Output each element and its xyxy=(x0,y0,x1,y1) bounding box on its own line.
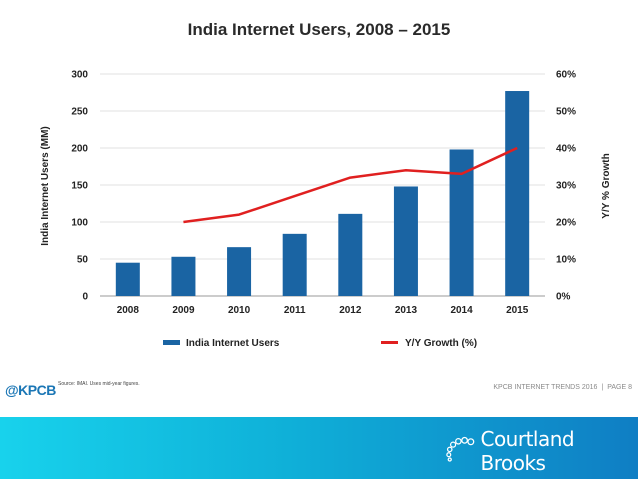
y2-tick-label: 20% xyxy=(556,218,576,229)
bar-series xyxy=(115,91,530,297)
line-series xyxy=(183,146,518,224)
dot-arc-logo-icon xyxy=(446,436,475,462)
x-tick-label: 2012 xyxy=(339,305,362,316)
bar xyxy=(505,91,530,297)
legend-line-label: Y/Y Growth (%) xyxy=(405,338,477,349)
x-tick-label: 2010 xyxy=(228,305,251,316)
bar xyxy=(227,247,252,296)
page-footer: KPCB INTERNET TRENDS 2016 | PAGE 8 xyxy=(493,384,632,391)
bar xyxy=(393,186,418,296)
bar xyxy=(449,149,474,296)
report-name: KPCB INTERNET TRENDS 2016 xyxy=(493,384,598,391)
courtland-brooks-brand: Courtland Brooks xyxy=(444,427,638,475)
x-tick-label: 2009 xyxy=(172,305,195,316)
x-axis-ticks: 2008 2009 2010 2011 2012 2013 2014 2015 xyxy=(117,305,529,316)
y2-tick-label: 40% xyxy=(556,144,576,155)
legend: India Internet Users Y/Y Growth (%) xyxy=(163,338,477,349)
bar xyxy=(115,262,140,296)
source-note: Source: IMAI. Uses mid-year figures. xyxy=(58,381,140,387)
y-axis-ticks: 0 50 100 150 200 250 300 xyxy=(71,70,88,303)
brand-banner xyxy=(0,417,638,479)
y2-axis-label: Y/Y % Growth xyxy=(601,153,612,218)
x-tick-label: 2014 xyxy=(450,305,473,316)
y-tick-label: 100 xyxy=(71,218,88,229)
brand-name: Courtland Brooks xyxy=(480,427,575,475)
y2-tick-label: 60% xyxy=(556,70,576,81)
bar xyxy=(338,213,363,296)
x-tick-label: 2008 xyxy=(117,305,140,316)
y2-tick-label: 30% xyxy=(556,181,576,192)
y-tick-label: 150 xyxy=(71,181,88,192)
footer-separator: | xyxy=(601,384,604,391)
y2-tick-label: 50% xyxy=(556,107,576,118)
y-tick-label: 300 xyxy=(71,70,88,81)
x-tick-label: 2011 xyxy=(284,305,306,316)
bar xyxy=(282,233,307,296)
y-tick-label: 200 xyxy=(71,144,88,155)
y-tick-label: 250 xyxy=(71,107,88,118)
y-tick-label: 0 xyxy=(82,292,88,303)
page-number: PAGE 8 xyxy=(607,384,632,391)
bar xyxy=(171,256,196,296)
x-tick-label: 2015 xyxy=(506,305,529,316)
x-tick-label: 2013 xyxy=(395,305,418,316)
legend-bar-label: India Internet Users xyxy=(186,338,280,349)
y2-axis-ticks: 0% 10% 20% 30% 40% 50% 60% xyxy=(556,70,576,303)
kpcb-logo: @KPCB xyxy=(5,382,56,398)
legend-bar-swatch xyxy=(163,340,180,345)
y-tick-label: 50 xyxy=(77,255,89,266)
y-axis-label: India Internet Users (MM) xyxy=(40,126,51,245)
gridlines xyxy=(100,73,545,297)
chart-title: India Internet Users, 2008 – 2015 xyxy=(187,20,451,39)
y2-tick-label: 10% xyxy=(556,255,576,266)
y2-tick-label: 0% xyxy=(556,292,571,303)
